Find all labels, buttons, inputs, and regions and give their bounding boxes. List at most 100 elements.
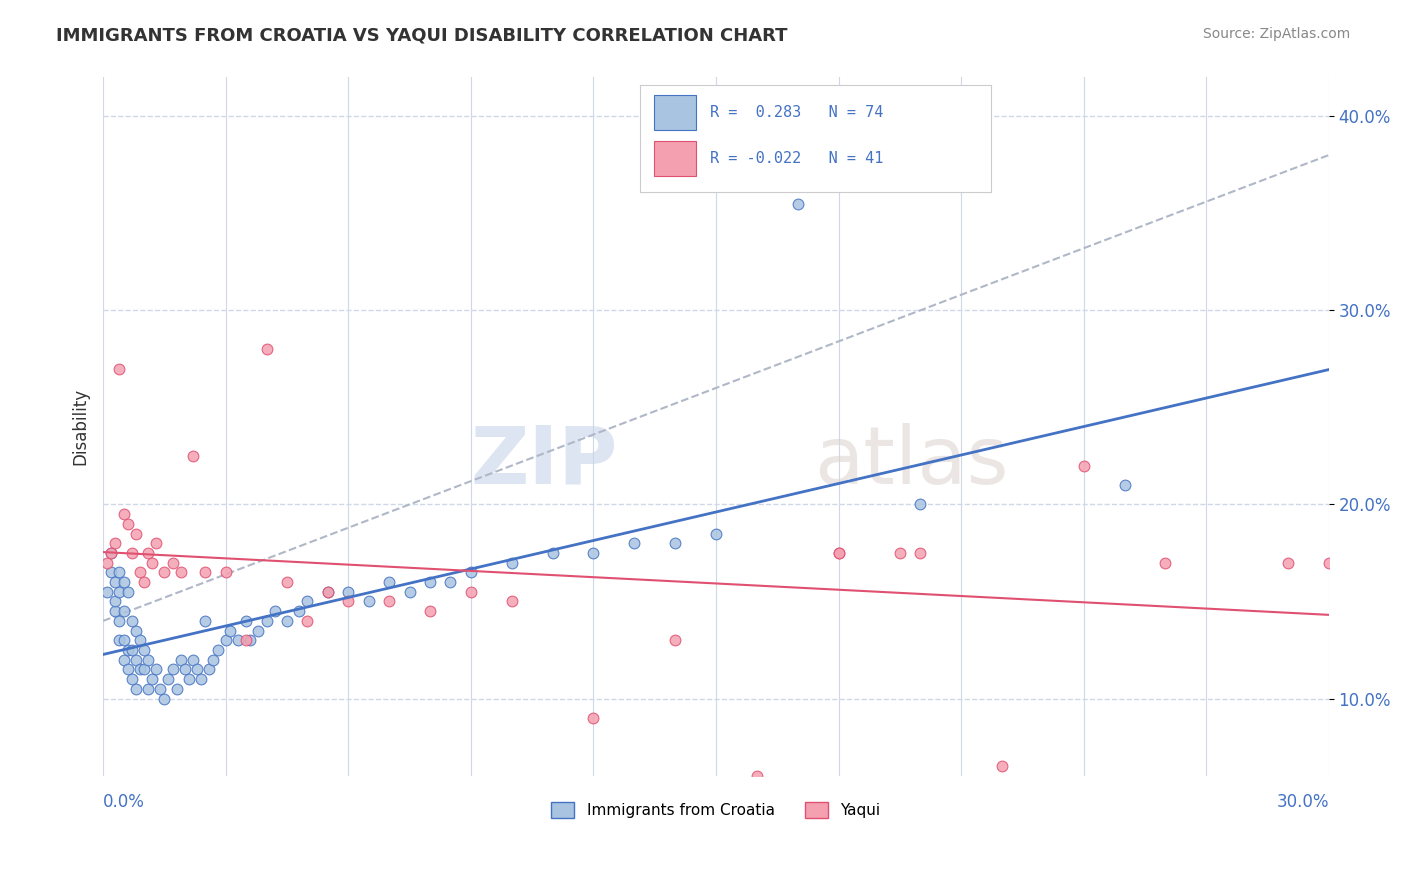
- Point: [664, 633, 686, 648]
- Point: [297, 614, 319, 628]
- Point: [541, 546, 564, 560]
- Point: [112, 507, 135, 521]
- Point: [112, 653, 135, 667]
- Text: 30.0%: 30.0%: [1277, 793, 1329, 811]
- Point: [501, 594, 523, 608]
- Point: [256, 342, 278, 356]
- Point: [117, 662, 139, 676]
- Point: [136, 653, 159, 667]
- Point: [582, 546, 605, 560]
- Point: [288, 604, 311, 618]
- Point: [276, 614, 298, 628]
- Point: [194, 614, 217, 628]
- Point: [141, 556, 163, 570]
- Point: [181, 449, 204, 463]
- Point: [1317, 556, 1340, 570]
- Point: [235, 614, 257, 628]
- Point: [745, 769, 768, 783]
- Point: [991, 759, 1014, 773]
- Point: [419, 575, 441, 590]
- Point: [108, 614, 131, 628]
- Bar: [654, 95, 696, 129]
- Point: [337, 594, 360, 608]
- Point: [194, 566, 217, 580]
- Point: [104, 575, 127, 590]
- Point: [170, 653, 193, 667]
- Point: [215, 566, 238, 580]
- Point: [337, 584, 360, 599]
- Point: [297, 594, 319, 608]
- Point: [100, 546, 122, 560]
- Point: [889, 546, 911, 560]
- Point: [316, 584, 339, 599]
- Point: [1154, 556, 1177, 570]
- Point: [378, 594, 401, 608]
- Point: [108, 566, 131, 580]
- Point: [247, 624, 270, 638]
- Point: [132, 575, 155, 590]
- Point: [153, 691, 176, 706]
- Point: [129, 566, 152, 580]
- Point: [190, 672, 212, 686]
- Point: [117, 584, 139, 599]
- Text: 0.0%: 0.0%: [103, 793, 145, 811]
- Point: [664, 536, 686, 550]
- Point: [1073, 458, 1095, 473]
- Point: [117, 516, 139, 531]
- Point: [108, 584, 131, 599]
- Legend: Immigrants from Croatia, Yaqui: Immigrants from Croatia, Yaqui: [546, 797, 887, 824]
- Point: [177, 672, 200, 686]
- Point: [121, 672, 143, 686]
- Point: [153, 566, 176, 580]
- Point: [198, 662, 221, 676]
- Point: [186, 662, 208, 676]
- Point: [121, 546, 143, 560]
- Point: [125, 526, 148, 541]
- Point: [149, 681, 172, 696]
- Point: [145, 662, 167, 676]
- Point: [129, 633, 152, 648]
- Point: [215, 633, 238, 648]
- Point: [263, 604, 285, 618]
- Point: [104, 536, 127, 550]
- Point: [129, 662, 152, 676]
- Point: [218, 624, 240, 638]
- Point: [1114, 478, 1136, 492]
- Point: [439, 575, 461, 590]
- Point: [112, 575, 135, 590]
- Point: [235, 633, 257, 648]
- Point: [125, 624, 148, 638]
- Point: [239, 633, 262, 648]
- Point: [132, 662, 155, 676]
- Point: [121, 614, 143, 628]
- Point: [419, 604, 441, 618]
- Point: [226, 633, 249, 648]
- Point: [162, 556, 184, 570]
- Point: [827, 546, 849, 560]
- Point: [827, 546, 849, 560]
- Point: [145, 536, 167, 550]
- Point: [136, 681, 159, 696]
- Point: [460, 584, 482, 599]
- Point: [132, 643, 155, 657]
- Y-axis label: Disability: Disability: [72, 388, 89, 466]
- Point: [141, 672, 163, 686]
- Point: [104, 594, 127, 608]
- Point: [166, 681, 188, 696]
- Point: [125, 681, 148, 696]
- Point: [173, 662, 195, 676]
- Point: [910, 546, 932, 560]
- Point: [125, 653, 148, 667]
- Point: [108, 633, 131, 648]
- Text: R =  0.283   N = 74: R = 0.283 N = 74: [710, 105, 883, 120]
- Point: [108, 361, 131, 376]
- Point: [112, 633, 135, 648]
- Point: [162, 662, 184, 676]
- Point: [157, 672, 180, 686]
- Point: [460, 566, 482, 580]
- Point: [96, 556, 118, 570]
- Point: [378, 575, 401, 590]
- Point: [910, 498, 932, 512]
- Point: [357, 594, 380, 608]
- Text: ZIP: ZIP: [471, 423, 617, 500]
